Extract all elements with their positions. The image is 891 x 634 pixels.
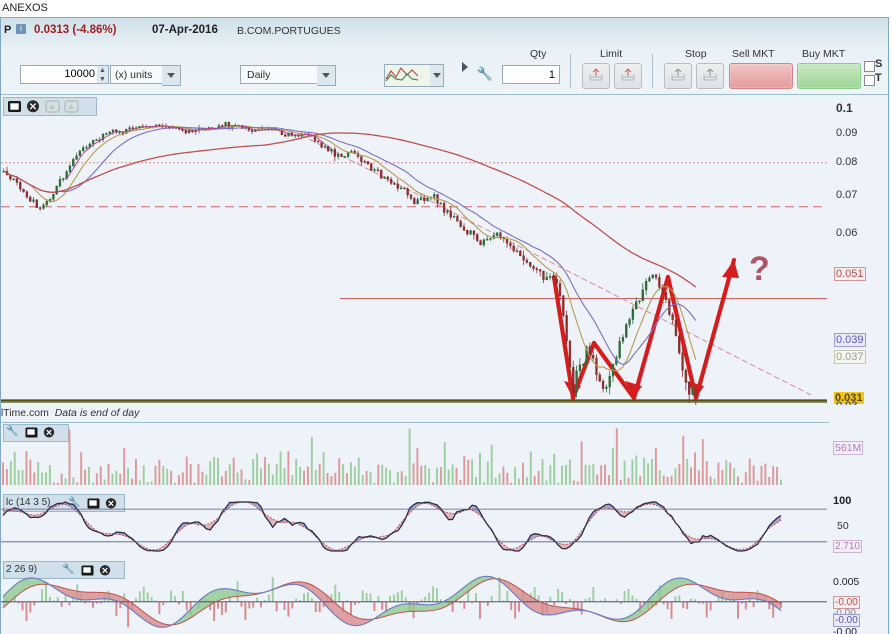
svg-text:?: ? — [749, 250, 770, 288]
